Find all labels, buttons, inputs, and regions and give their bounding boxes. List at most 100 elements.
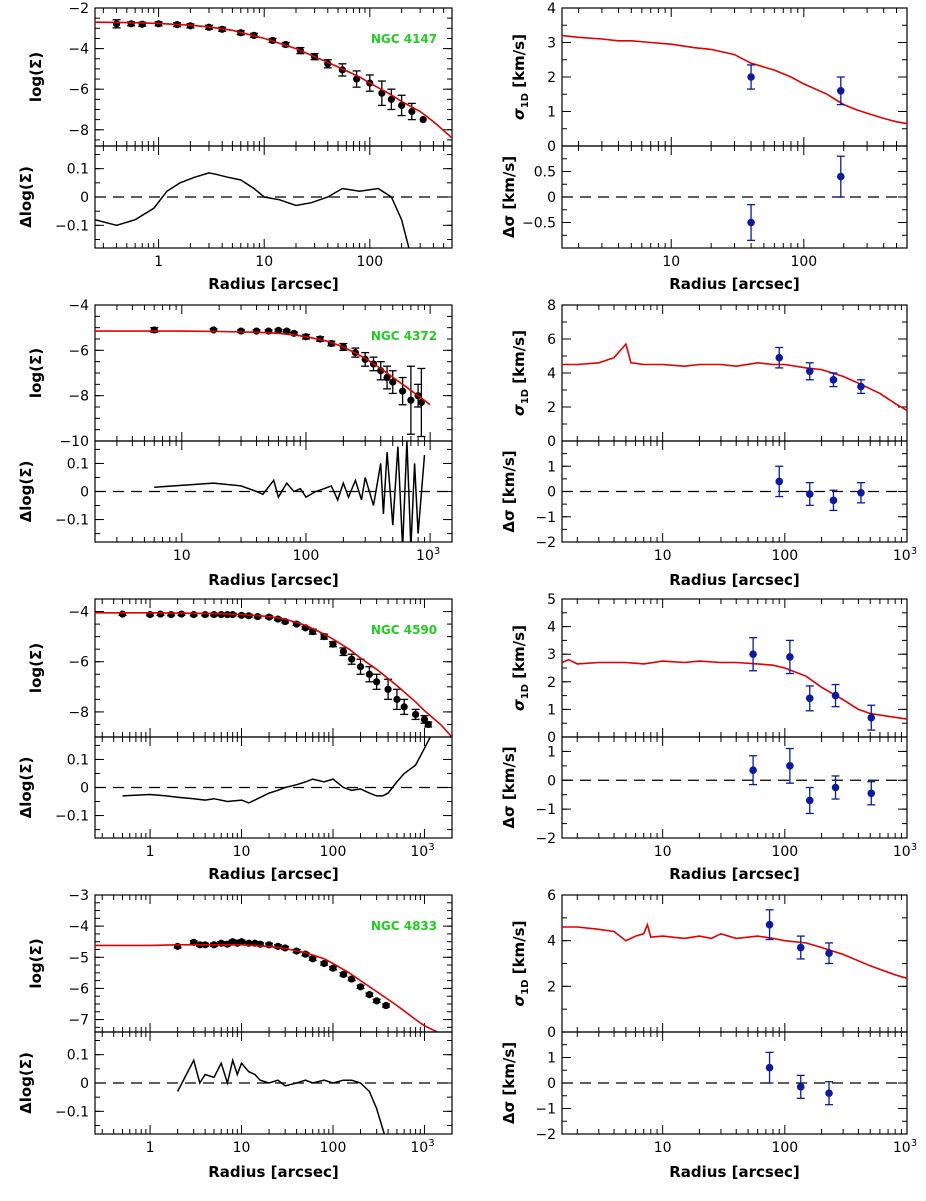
panel-2-dispersion-ytick-label: 6 [547,332,556,348]
panel-2-residual-xtick-label: 10 [173,548,191,564]
panel-4-dispersion-ytick-label: 2 [547,979,556,995]
panel-4-density-ytick-label: −6 [68,981,89,997]
panel-3-density-point [393,695,401,703]
panel-3-right-xlabel: Radius [arcsec] [669,865,800,883]
panel-3-density-point [329,640,337,648]
panel-1-density-point [138,20,146,28]
panel-4-residual-ytick-label: 0.1 [67,1048,89,1064]
panel-3-residual-xtick-label: 10 [233,844,251,860]
panel-3-density-point [365,670,373,678]
panel-3-density-point [190,610,198,619]
panel-1-dresidual-point [836,172,845,181]
panel-4-dresidual-ytick-label: 1 [547,1051,556,1067]
panel-3-galaxy-label: NGC 4590 [371,623,437,637]
panel-3-dispersion-point [867,713,876,722]
panel-4-density-point [348,975,356,983]
panel-1-residual-xtick-label: 1 [154,254,163,270]
panel-4-right-xlabel: Radius [arcsec] [669,1163,800,1181]
panel-3-dispersion-frame [561,598,908,738]
xtick-label-base: 10 [893,844,911,860]
panel-1-dresidual-ytick-label: 0.5 [534,165,556,181]
sigma-subscript: 1D [520,93,531,108]
panel-3-dresidual-frame [561,736,908,839]
panel-1-dresidual-ylabel: Δσ [km/s] [500,156,518,238]
panel-1-residual-ytick-label: −0.1 [55,218,89,234]
panel-1-dispersion-ytick-label: 3 [547,36,556,52]
panel-3-density-point [400,703,408,711]
xtick-label-base: 10 [410,844,428,860]
panel-4-density-ytick-label: −5 [68,950,89,966]
sigma-subscript: 1D [520,684,531,699]
panel-4-density-point [382,1001,390,1010]
panel-1-dispersion-ylabel: σ1D [km/s] [510,34,531,120]
panel-4-density-ytick-label: −3 [68,888,89,904]
xtick-label-base: 10 [410,1140,428,1156]
panel-1-dispersion-point [836,87,845,95]
panel-2-density-ylabel: log(Σ) [27,348,45,398]
panel-2-residual-xtick-label: 100 [293,548,320,564]
panel-4-residual-ytick-label: −0.1 [55,1104,89,1120]
panel-2-residual-ylabel: Δlog(Σ) [17,461,35,523]
panel-3-dispersion-ytick-label: 4 [547,620,556,636]
panel-1-residual-ytick-label: 0.1 [67,162,89,178]
panel-4-density-ytick-label: −4 [68,919,89,935]
panel-3-density-point [356,663,365,671]
delta-sigma-unit: [km/s] [500,156,518,215]
panel-4-residual-line [176,1057,386,1134]
panel-4-density-point [339,970,348,978]
panel-2-dispersion-point [775,353,784,362]
panel-3-dispersion-point [805,694,814,703]
delta-sigma-unit: [km/s] [500,450,518,509]
panel-4-residual-xtick-label: 1 [146,1140,155,1156]
panel-3-dresidual-point [786,762,794,770]
panel-3-dispersion-ytick-label: 2 [547,675,556,691]
panel-1-density-frame [94,7,453,147]
panel-3-residual-ytick-label: 0.1 [67,752,89,768]
sigma-subscript: 1D [520,389,531,404]
panel-4-density-point [329,964,337,972]
sigma-subscript: 1D [520,980,531,995]
xtick-label-exp: 3 [911,546,917,557]
panel-4-dispersion-point [765,920,774,929]
panel-2-dresidual-xtick-label: 10 [654,548,672,564]
panel-1-dispersion-frame [561,7,908,147]
panel-1-dresidual-xtick-label: 100 [790,254,817,270]
panel-1-dresidual-point [747,218,755,227]
panel-3-density-point [177,610,185,618]
panel-3-dispersion-point [749,650,757,658]
panel-3-dispersion-ytick-label: 1 [547,702,556,718]
panel-4-dispersion-model-line [562,922,907,980]
panel-1-dispersion-model-line [562,34,907,125]
sigma-unit: [km/s] [510,921,528,980]
panel-1-density-ytick-label: −6 [68,82,89,98]
panel-2-density-point [150,326,158,334]
xtick-label-exp: 3 [911,842,917,853]
panel-1-dispersion-ytick-label: 1 [547,105,556,121]
panel-2-dresidual-ytick-label: 0 [547,485,556,501]
panel-2-density-point [209,326,218,334]
panel-4-density-point [237,938,246,946]
panel-1-dresidual-xtick-label: 10 [662,254,680,270]
panel-2-density-point [274,326,283,334]
panel-1-dispersion-point [747,73,755,81]
panel-2-residual-ytick-label: 0 [80,485,89,501]
sigma-symbol: σ [510,699,528,711]
panel-3-density-point [412,710,420,719]
panel-2-density-point [389,378,397,386]
panel-4-dresidual-point [796,1083,805,1091]
panel-3-residual-xtick-label: 100 [320,844,347,860]
panel-4-density-point [356,983,365,991]
panel-4-residual-ylabel: Δlog(Σ) [17,1052,35,1114]
panel-1-dispersion-ytick-label: 2 [547,70,556,86]
panel-3-density-point [201,610,209,619]
panel-3-residual-frame [94,736,453,839]
panel-2-dresidual-point [857,488,865,497]
panel-2-dresidual-ytick-label: −2 [535,535,556,551]
panel-2-density-ytick-label: −4 [68,298,89,314]
panel-4-left-xlabel: Radius [arcsec] [208,1163,339,1181]
panel-1-residual-line [95,172,410,248]
delta-sigma-unit: [km/s] [500,1042,518,1101]
sigma-unit: [km/s] [510,34,528,93]
panel-2-dispersion-point [857,382,865,391]
